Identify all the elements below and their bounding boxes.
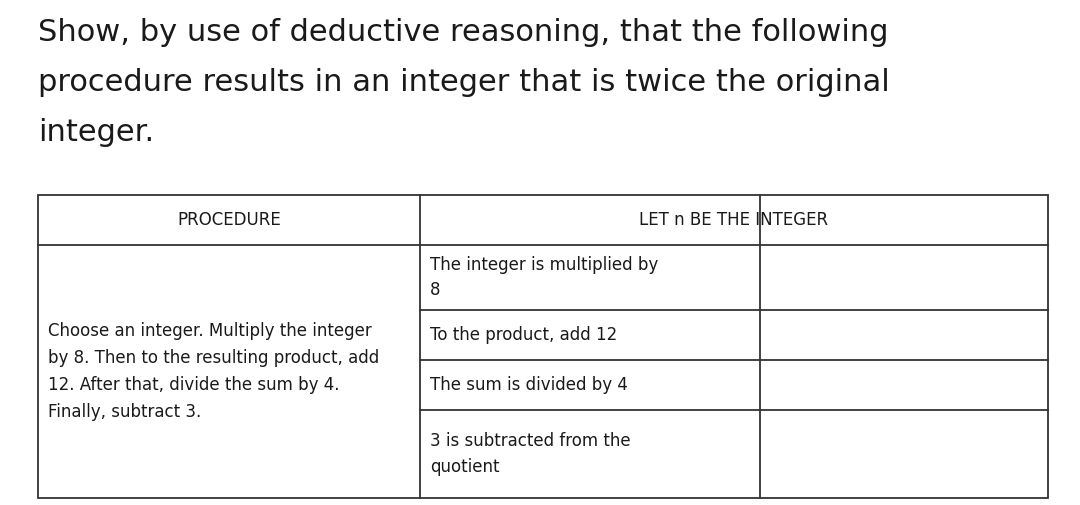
Text: Choose an integer. Multiply the integer
by 8. Then to the resulting product, add: Choose an integer. Multiply the integer … — [48, 322, 379, 421]
Text: Show, by use of deductive reasoning, that the following: Show, by use of deductive reasoning, tha… — [38, 18, 889, 47]
Text: integer.: integer. — [38, 118, 154, 147]
Text: procedure results in an integer that is twice the original: procedure results in an integer that is … — [38, 68, 890, 97]
Text: 3 is subtracted from the
quotient: 3 is subtracted from the quotient — [430, 432, 631, 476]
Text: To the product, add 12: To the product, add 12 — [430, 326, 618, 344]
Text: LET n BE THE INTEGER: LET n BE THE INTEGER — [639, 211, 828, 229]
Text: The sum is divided by 4: The sum is divided by 4 — [430, 376, 627, 394]
Bar — [38, 195, 1048, 498]
Text: The integer is multiplied by
8: The integer is multiplied by 8 — [430, 256, 658, 299]
Text: PROCEDURE: PROCEDURE — [177, 211, 281, 229]
